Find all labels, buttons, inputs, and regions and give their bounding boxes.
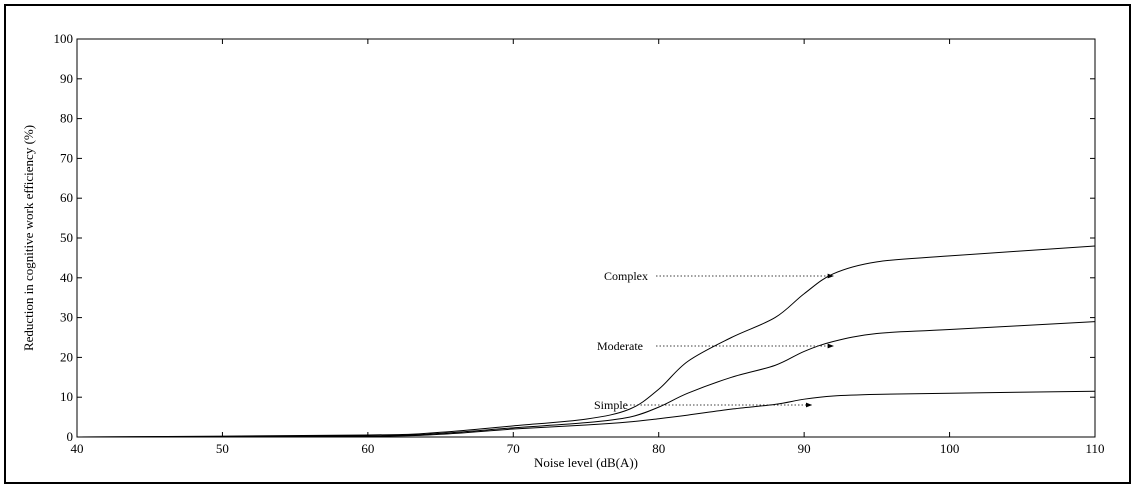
y-tick-label: 10 bbox=[60, 389, 73, 404]
annotation-group: Complex Moderate Simple bbox=[594, 269, 835, 412]
x-tick-label: 70 bbox=[507, 441, 520, 456]
chart-frame: 40 50 60 70 80 90 100 110 0 10 20 30 40 50 60 70 80 90 100… bbox=[4, 4, 1131, 484]
series-group bbox=[76, 245, 1096, 438]
y-tick-label: 90 bbox=[60, 71, 73, 86]
x-tick-label: 40 bbox=[71, 441, 84, 456]
x-tick-label: 60 bbox=[361, 441, 374, 456]
x-tick-label: 90 bbox=[798, 441, 811, 456]
x-tick-label: 80 bbox=[652, 441, 665, 456]
annotation-label-simple: Simple bbox=[594, 398, 628, 412]
annotation-label-moderate: Moderate bbox=[597, 339, 643, 353]
x-tick-label: 110 bbox=[1085, 441, 1104, 456]
annotation-label-complex: Complex bbox=[604, 269, 648, 283]
series-line-simple bbox=[76, 390, 1096, 438]
x-tick-label: 50 bbox=[216, 441, 229, 456]
y-axis-title: Reduction in cognitive work efficiency (… bbox=[21, 125, 36, 351]
x-axis-title: Noise level (dB(A)) bbox=[534, 455, 638, 470]
series-line-complex bbox=[76, 245, 1096, 438]
y-tick-label: 100 bbox=[54, 31, 74, 46]
series-line-moderate bbox=[76, 321, 1096, 438]
y-tick-label: 20 bbox=[60, 349, 73, 364]
plot-area-border bbox=[76, 38, 1096, 438]
plot-axes: 40 50 60 70 80 90 100 110 0 10 20 30 40 50 60 70 80 90 100 bbox=[54, 31, 1105, 456]
y-tick-label: 40 bbox=[60, 270, 73, 285]
y-tick-label: 70 bbox=[60, 150, 73, 165]
y-tick-label: 80 bbox=[60, 111, 73, 126]
line-chart: 40 50 60 70 80 90 100 110 0 10 20 30 40 50 60 70 80 90 100… bbox=[21, 31, 1105, 470]
y-tick-label: 30 bbox=[60, 310, 73, 325]
x-tick-label: 100 bbox=[940, 441, 960, 456]
y-tick-label: 60 bbox=[60, 190, 73, 205]
y-tick-label: 0 bbox=[67, 429, 74, 444]
y-tick-label: 50 bbox=[60, 230, 73, 245]
